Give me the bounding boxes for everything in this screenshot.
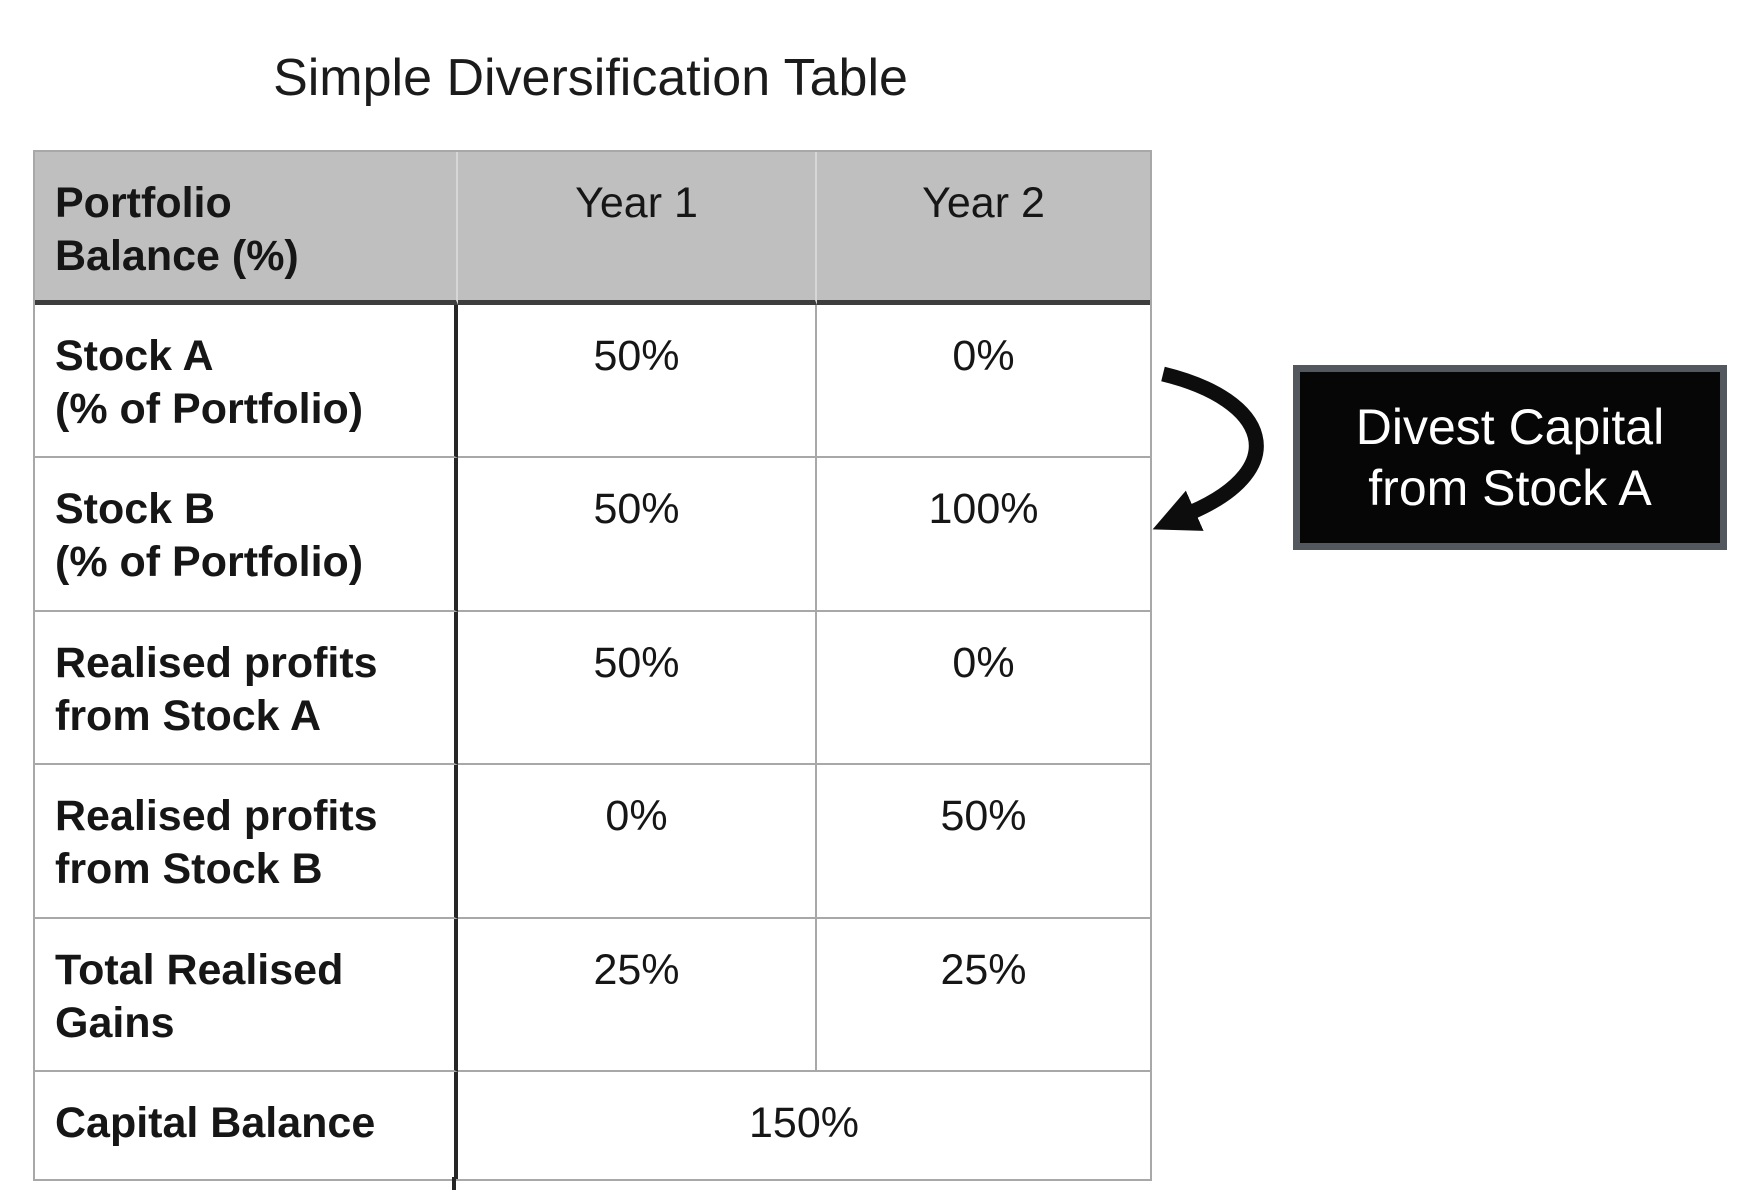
row-stock-b-year2: 100% xyxy=(817,458,1150,612)
row-total-gains-label-line1: Total Realised xyxy=(55,946,344,994)
row-stock-a-label-line2: (% of Portfolio) xyxy=(55,385,364,433)
row-profits-a-year2: 0% xyxy=(817,612,1150,765)
row-profits-b-label: Realised profits from Stock B xyxy=(35,765,458,919)
arrow-curve xyxy=(1152,366,1264,531)
diversification-table: Portfolio Balance (%) Year 1 Year 2 Stoc… xyxy=(33,150,1152,1181)
row-profits-a-label-line1: Realised profits xyxy=(55,639,378,687)
callout-line2: from Stock A xyxy=(1368,459,1652,516)
row-stock-a-year1: 50% xyxy=(458,305,817,458)
header-portfolio-balance: Portfolio Balance (%) xyxy=(35,152,458,305)
row-stock-b-label-line2: (% of Portfolio) xyxy=(55,538,364,586)
header-portfolio-line1: Portfolio xyxy=(55,179,232,227)
header-year-2: Year 2 xyxy=(817,152,1150,305)
row-profits-b-label-line1: Realised profits xyxy=(55,792,378,840)
row-profits-b-year1: 0% xyxy=(458,765,817,919)
column-divider-tail xyxy=(452,1177,456,1190)
callout-line1: Divest Capital xyxy=(1355,398,1665,455)
row-profits-a-label-line2: from Stock A xyxy=(55,692,321,740)
row-stock-b-year1: 50% xyxy=(458,458,817,612)
page-title: Simple Diversification Table xyxy=(273,49,908,107)
row-capital-balance-value: 150% xyxy=(749,1099,859,1147)
row-stock-a-label-line1: Stock A xyxy=(55,332,214,380)
row-profits-b-label-line2: from Stock B xyxy=(55,845,323,893)
row-stock-b-label: Stock B (% of Portfolio) xyxy=(35,458,458,612)
row-stock-a-year2: 0% xyxy=(817,305,1150,458)
row-total-gains-label-line2: Gains xyxy=(55,999,175,1047)
row-profits-a-year1: 50% xyxy=(458,612,817,765)
header-portfolio-line2: Balance (%) xyxy=(55,232,299,280)
row-profits-a-label: Realised profits from Stock A xyxy=(35,612,458,765)
row-capital-balance-label: Capital Balance xyxy=(35,1072,458,1179)
row-stock-a-label: Stock A (% of Portfolio) xyxy=(35,305,458,458)
row-total-gains-label: Total Realised Gains xyxy=(35,919,458,1072)
header-year-1: Year 1 xyxy=(458,152,817,305)
row-profits-b-year2: 50% xyxy=(817,765,1150,919)
row-total-gains-year1: 25% xyxy=(458,919,817,1072)
row-stock-b-label-line1: Stock B xyxy=(55,485,216,533)
row-total-gains-year2: 25% xyxy=(817,919,1150,1072)
divest-callout: Divest Capital from Stock A xyxy=(1293,365,1727,550)
